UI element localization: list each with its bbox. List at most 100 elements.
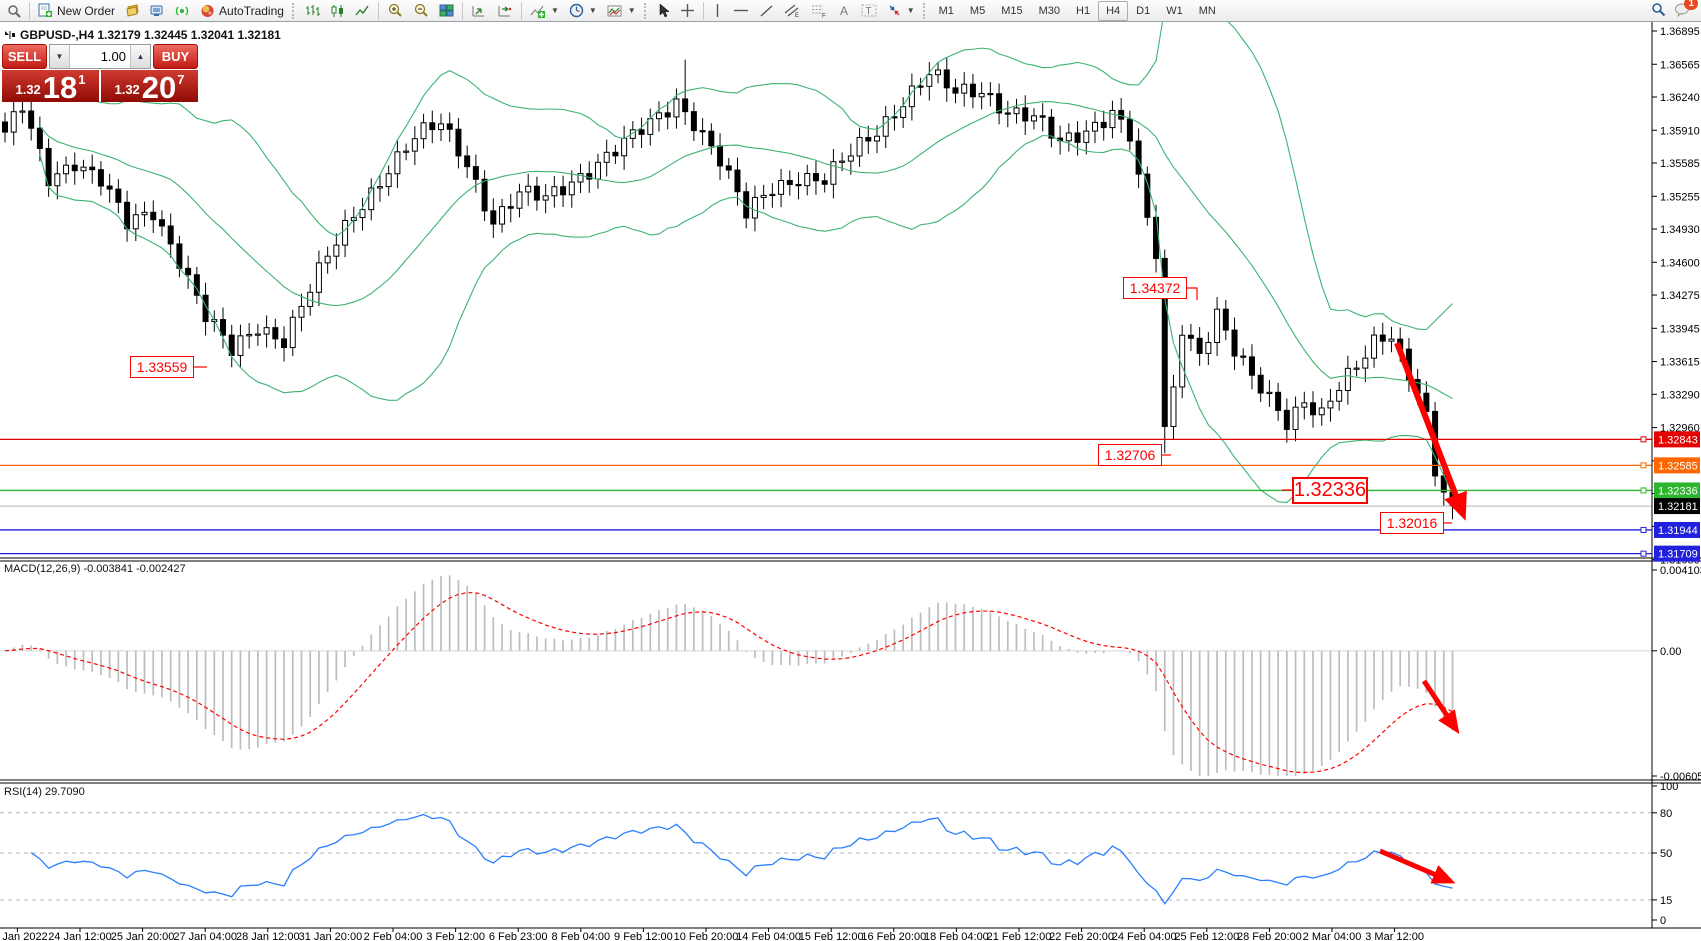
svg-text:1.33615: 1.33615	[1660, 357, 1700, 369]
zoom-out-icon[interactable]	[408, 1, 434, 21]
sell-price[interactable]: 1.32 18 1	[2, 69, 99, 105]
svg-text:1.33945: 1.33945	[1660, 323, 1700, 335]
svg-text:-0.006056: -0.006056	[1660, 771, 1701, 783]
equidistant-channel-icon[interactable]: E	[779, 1, 806, 21]
svg-text:1.33290: 1.33290	[1660, 389, 1700, 401]
deposit-icon[interactable]	[120, 1, 145, 21]
svg-text:1.35585: 1.35585	[1660, 158, 1700, 170]
svg-text:6 Feb 23:00: 6 Feb 23:00	[489, 931, 548, 941]
svg-text:1.32585: 1.32585	[1658, 460, 1698, 472]
volume-up-button[interactable]: ▲	[130, 45, 150, 68]
notifications-icon[interactable]: 1	[1674, 0, 1698, 20]
main-toolbar: New Order AutoTrading	[0, 0, 1701, 22]
buy-price-pip: 7	[177, 72, 185, 87]
timeframe-mn[interactable]: MN	[1198, 4, 1216, 17]
svg-text:15: 15	[1660, 895, 1672, 907]
search-toolbar-icon[interactable]	[2, 1, 26, 21]
indicators-icon[interactable]: ▼	[525, 1, 564, 21]
sell-button[interactable]: SELL	[2, 44, 47, 69]
timeframe-h1[interactable]: H1	[1076, 4, 1091, 17]
timeframe-h4[interactable]: H4	[1098, 0, 1129, 21]
timeframe-m15[interactable]: M15	[1001, 4, 1023, 17]
svg-text:0: 0	[1660, 915, 1666, 927]
arrows-shapes-icon[interactable]: ▼	[882, 1, 920, 21]
macd-indicator-label: MACD(12,26,9) -0.003841 -0.002427	[4, 563, 186, 575]
crosshair-icon[interactable]	[675, 1, 700, 21]
templates-icon[interactable]: ▼	[602, 1, 641, 21]
chart-canvas[interactable]: 1.36895 1.36565 1.36240 1.35910 1.35585 1.352…	[0, 22, 1701, 941]
svg-text:1.32181: 1.32181	[1658, 501, 1698, 513]
volume-input[interactable]	[70, 45, 130, 68]
svg-text:2 Mar 04:00: 2 Mar 04:00	[1303, 931, 1362, 941]
buy-price[interactable]: 1.32 20 7	[101, 70, 198, 103]
vertical-line-icon[interactable]	[707, 1, 728, 21]
candlestick-mode-icon[interactable]	[325, 1, 350, 21]
buy-price-base: 1.32	[114, 82, 140, 97]
trendline-icon[interactable]	[754, 1, 779, 21]
price-annotation[interactable]: 1.32336	[1292, 477, 1368, 504]
svg-text:14 Feb 04:00: 14 Feb 04:00	[736, 931, 801, 941]
zoom-in-icon[interactable]	[382, 1, 408, 21]
svg-text:T: T	[865, 6, 871, 17]
new-order-button[interactable]: New Order	[33, 1, 120, 21]
svg-text:1.31944: 1.31944	[1658, 525, 1698, 537]
timeframe-m30[interactable]: M30	[1038, 4, 1061, 17]
svg-text:8 Feb 04:00: 8 Feb 04:00	[551, 931, 610, 941]
svg-text:1.34600: 1.34600	[1660, 257, 1700, 269]
svg-text:80: 80	[1660, 808, 1672, 820]
one-click-trading-panel: SELL ▼ ▲ BUY 1.32 18 1 1.32 20 7	[2, 44, 198, 105]
auto-scroll-icon[interactable]	[466, 1, 492, 21]
timeframe-w1[interactable]: W1	[1166, 4, 1183, 17]
price-annotation[interactable]: 1.32016	[1380, 512, 1444, 534]
svg-text:0.00: 0.00	[1660, 646, 1681, 658]
notification-badge: 1	[1684, 0, 1698, 10]
svg-text:3 Feb 12:00: 3 Feb 12:00	[426, 931, 485, 941]
macd-pane	[0, 575, 1652, 776]
svg-text:25 Jan 20:00: 25 Jan 20:00	[111, 931, 175, 941]
svg-text:25 Feb 12:00: 25 Feb 12:00	[1174, 931, 1239, 941]
autotrading-icon	[201, 5, 214, 17]
svg-text:21 Feb 12:00: 21 Feb 12:00	[987, 931, 1052, 941]
svg-text:24 Feb 04:00: 24 Feb 04:00	[1112, 931, 1177, 941]
price-annotation[interactable]: 1.33559	[130, 356, 194, 378]
horizontal-price-lines	[0, 436, 1652, 557]
timeframe-m5[interactable]: M5	[969, 4, 986, 17]
tile-windows-icon[interactable]	[434, 1, 459, 21]
cursor-icon[interactable]	[652, 1, 675, 21]
candles-series	[2, 57, 1456, 520]
horizontal-line-icon[interactable]	[728, 1, 754, 21]
text-icon[interactable]: A	[833, 1, 856, 21]
periods-icon[interactable]: ▼	[564, 1, 602, 21]
timeframe-m1[interactable]: M1	[938, 4, 954, 17]
volume-dropdown-button[interactable]: ▼	[50, 45, 70, 68]
svg-text:15 Feb 12:00: 15 Feb 12:00	[799, 931, 864, 941]
autotrading-button[interactable]: AutoTrading	[195, 1, 289, 21]
price-annotation[interactable]: 1.32706	[1098, 444, 1162, 466]
svg-text:21 Jan 2022: 21 Jan 2022	[0, 931, 48, 941]
svg-text:A: A	[840, 4, 848, 18]
search-icon[interactable]	[1651, 2, 1666, 20]
svg-text:1.36565: 1.36565	[1660, 59, 1700, 71]
svg-text:1.35910: 1.35910	[1660, 125, 1700, 137]
buy-button[interactable]: BUY	[153, 44, 198, 69]
text-label-icon[interactable]: T	[856, 1, 882, 21]
bollinger-bands	[39, 22, 1454, 504]
new-order-icon	[38, 3, 52, 17]
svg-text:1.31709: 1.31709	[1658, 549, 1698, 561]
timeframe-switcher: M1 M5 M15 M30 H1 H4 D1 W1 MN	[931, 0, 1224, 22]
signals-icon[interactable]	[170, 1, 195, 21]
svg-text:1.32336: 1.32336	[1658, 485, 1698, 497]
chart-shift-icon[interactable]	[492, 1, 518, 21]
rsi-pane	[0, 812, 1652, 905]
sell-price-main: 18	[42, 69, 78, 105]
terminal-icon[interactable]	[145, 1, 170, 21]
fibonacci-icon[interactable]: F	[806, 1, 833, 21]
rsi-indicator-label: RSI(14) 29.7090	[4, 786, 85, 798]
price-annotation[interactable]: 1.34372	[1123, 277, 1187, 299]
axes: 1.36895 1.36565 1.36240 1.35910 1.35585 1.352…	[0, 26, 1701, 941]
bar-chart-mode-icon[interactable]	[300, 1, 325, 21]
timeframe-d1[interactable]: D1	[1136, 4, 1151, 17]
line-chart-mode-icon[interactable]	[350, 1, 375, 21]
svg-text:1.34930: 1.34930	[1660, 224, 1700, 236]
svg-text:28 Jan 12:00: 28 Jan 12:00	[236, 931, 300, 941]
